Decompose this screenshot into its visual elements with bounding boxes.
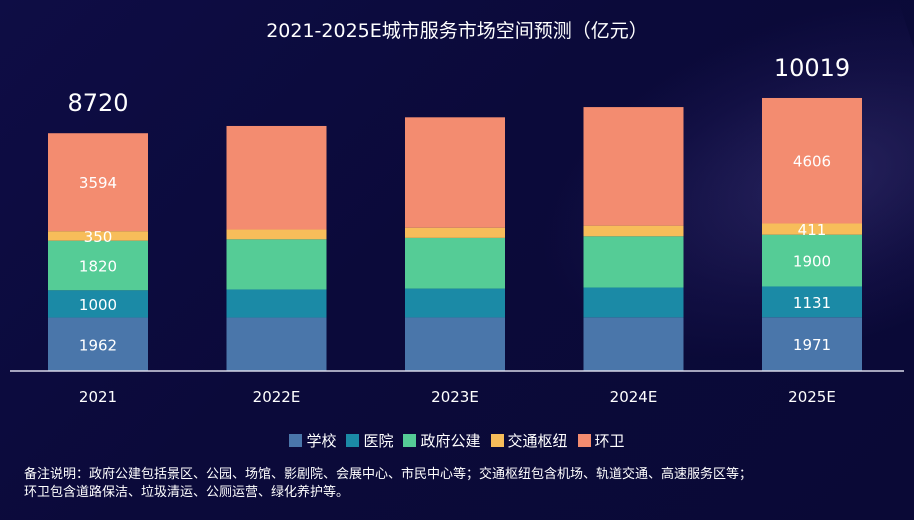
bar-segment-transport-hub	[405, 227, 505, 238]
x-tick-label: 2025E	[788, 388, 836, 406]
data-label: 4606	[793, 153, 831, 171]
x-tick-label: 2022E	[253, 388, 301, 406]
bar-segment-transport-hub	[226, 229, 327, 240]
data-label: 411	[798, 221, 827, 239]
bar-segment-sanitation	[48, 133, 148, 232]
legend-label-hospital: 医院	[363, 432, 394, 450]
bar-segment-school	[405, 317, 505, 371]
legend-swatch-transport-hub	[490, 434, 504, 447]
x-tick-label: 2023E	[431, 388, 479, 406]
legend: 学校 医院 政府公建 交通枢纽 环卫	[0, 430, 914, 451]
bar-segment-public-buildings	[405, 237, 505, 289]
bar-segment-transport-hub	[583, 225, 684, 237]
legend-item-transport-hub[interactable]: 交通枢纽	[490, 430, 568, 451]
data-label: 1000	[79, 296, 117, 314]
bar-segment-public-buildings	[583, 236, 684, 288]
legend-label-sanitation: 环卫	[594, 432, 625, 450]
data-label: 1820	[79, 257, 117, 275]
bar-segment-school	[762, 317, 862, 371]
legend-swatch-school	[289, 434, 303, 447]
bar-segment-hospital	[226, 289, 327, 318]
legend-label-public-buildings: 政府公建	[420, 432, 481, 450]
bar-segment-transport-hub	[48, 231, 148, 241]
bar-segment-school	[583, 317, 684, 371]
data-label: 350	[84, 228, 113, 246]
total-label: 10019	[774, 54, 850, 82]
legend-item-school[interactable]: 学校	[289, 430, 336, 451]
bar-segment-public-buildings	[226, 239, 327, 290]
legend-swatch-public-buildings	[403, 434, 417, 447]
x-tick-label: 2021	[79, 388, 117, 406]
data-label: 1131	[793, 294, 831, 312]
data-label: 3594	[79, 174, 117, 192]
data-label: 1900	[793, 253, 831, 271]
x-tick-label: 2024E	[610, 388, 658, 406]
bar-segment-hospital	[762, 286, 862, 318]
data-label: 1962	[79, 336, 117, 354]
footnote: 备注说明：政府公建包括景区、公园、场馆、影剧院、会展中心、市民中心等；交通枢纽包…	[24, 466, 904, 502]
bar-segment-sanitation	[583, 107, 684, 226]
legend-label-school: 学校	[306, 432, 337, 450]
bar-segment-sanitation	[226, 125, 327, 230]
footnote-line-1: 备注说明：政府公建包括景区、公园、场馆、影剧院、会展中心、市民中心等；交通枢纽包…	[24, 467, 753, 482]
legend-item-public-buildings[interactable]: 政府公建	[403, 430, 481, 451]
bar-segment-school	[226, 317, 327, 371]
bar-segment-school	[48, 317, 148, 371]
legend-swatch-hospital	[346, 434, 360, 447]
legend-item-hospital[interactable]: 医院	[346, 430, 393, 451]
data-label: 1971	[793, 336, 831, 354]
legend-swatch-sanitation	[577, 434, 591, 447]
bar-segment-hospital	[48, 290, 148, 318]
bar-segment-hospital	[583, 287, 684, 318]
footnote-line-2: 环卫包含道路保洁、垃圾清运、公厕运营、绿化养护等。	[24, 485, 350, 500]
bar-segment-public-buildings	[762, 234, 862, 287]
bar-segment-hospital	[405, 288, 505, 318]
bar-segment-transport-hub	[762, 223, 862, 235]
chart-title: 2021-2025E城市服务市场空间预测（亿元）	[266, 20, 648, 42]
legend-item-sanitation[interactable]: 环卫	[577, 430, 625, 451]
legend-label-transport-hub: 交通枢纽	[507, 432, 568, 450]
bar-segment-public-buildings	[48, 240, 148, 291]
bar-segment-sanitation	[405, 117, 505, 228]
total-label: 8720	[67, 89, 128, 117]
bar-segment-sanitation	[762, 97, 862, 224]
